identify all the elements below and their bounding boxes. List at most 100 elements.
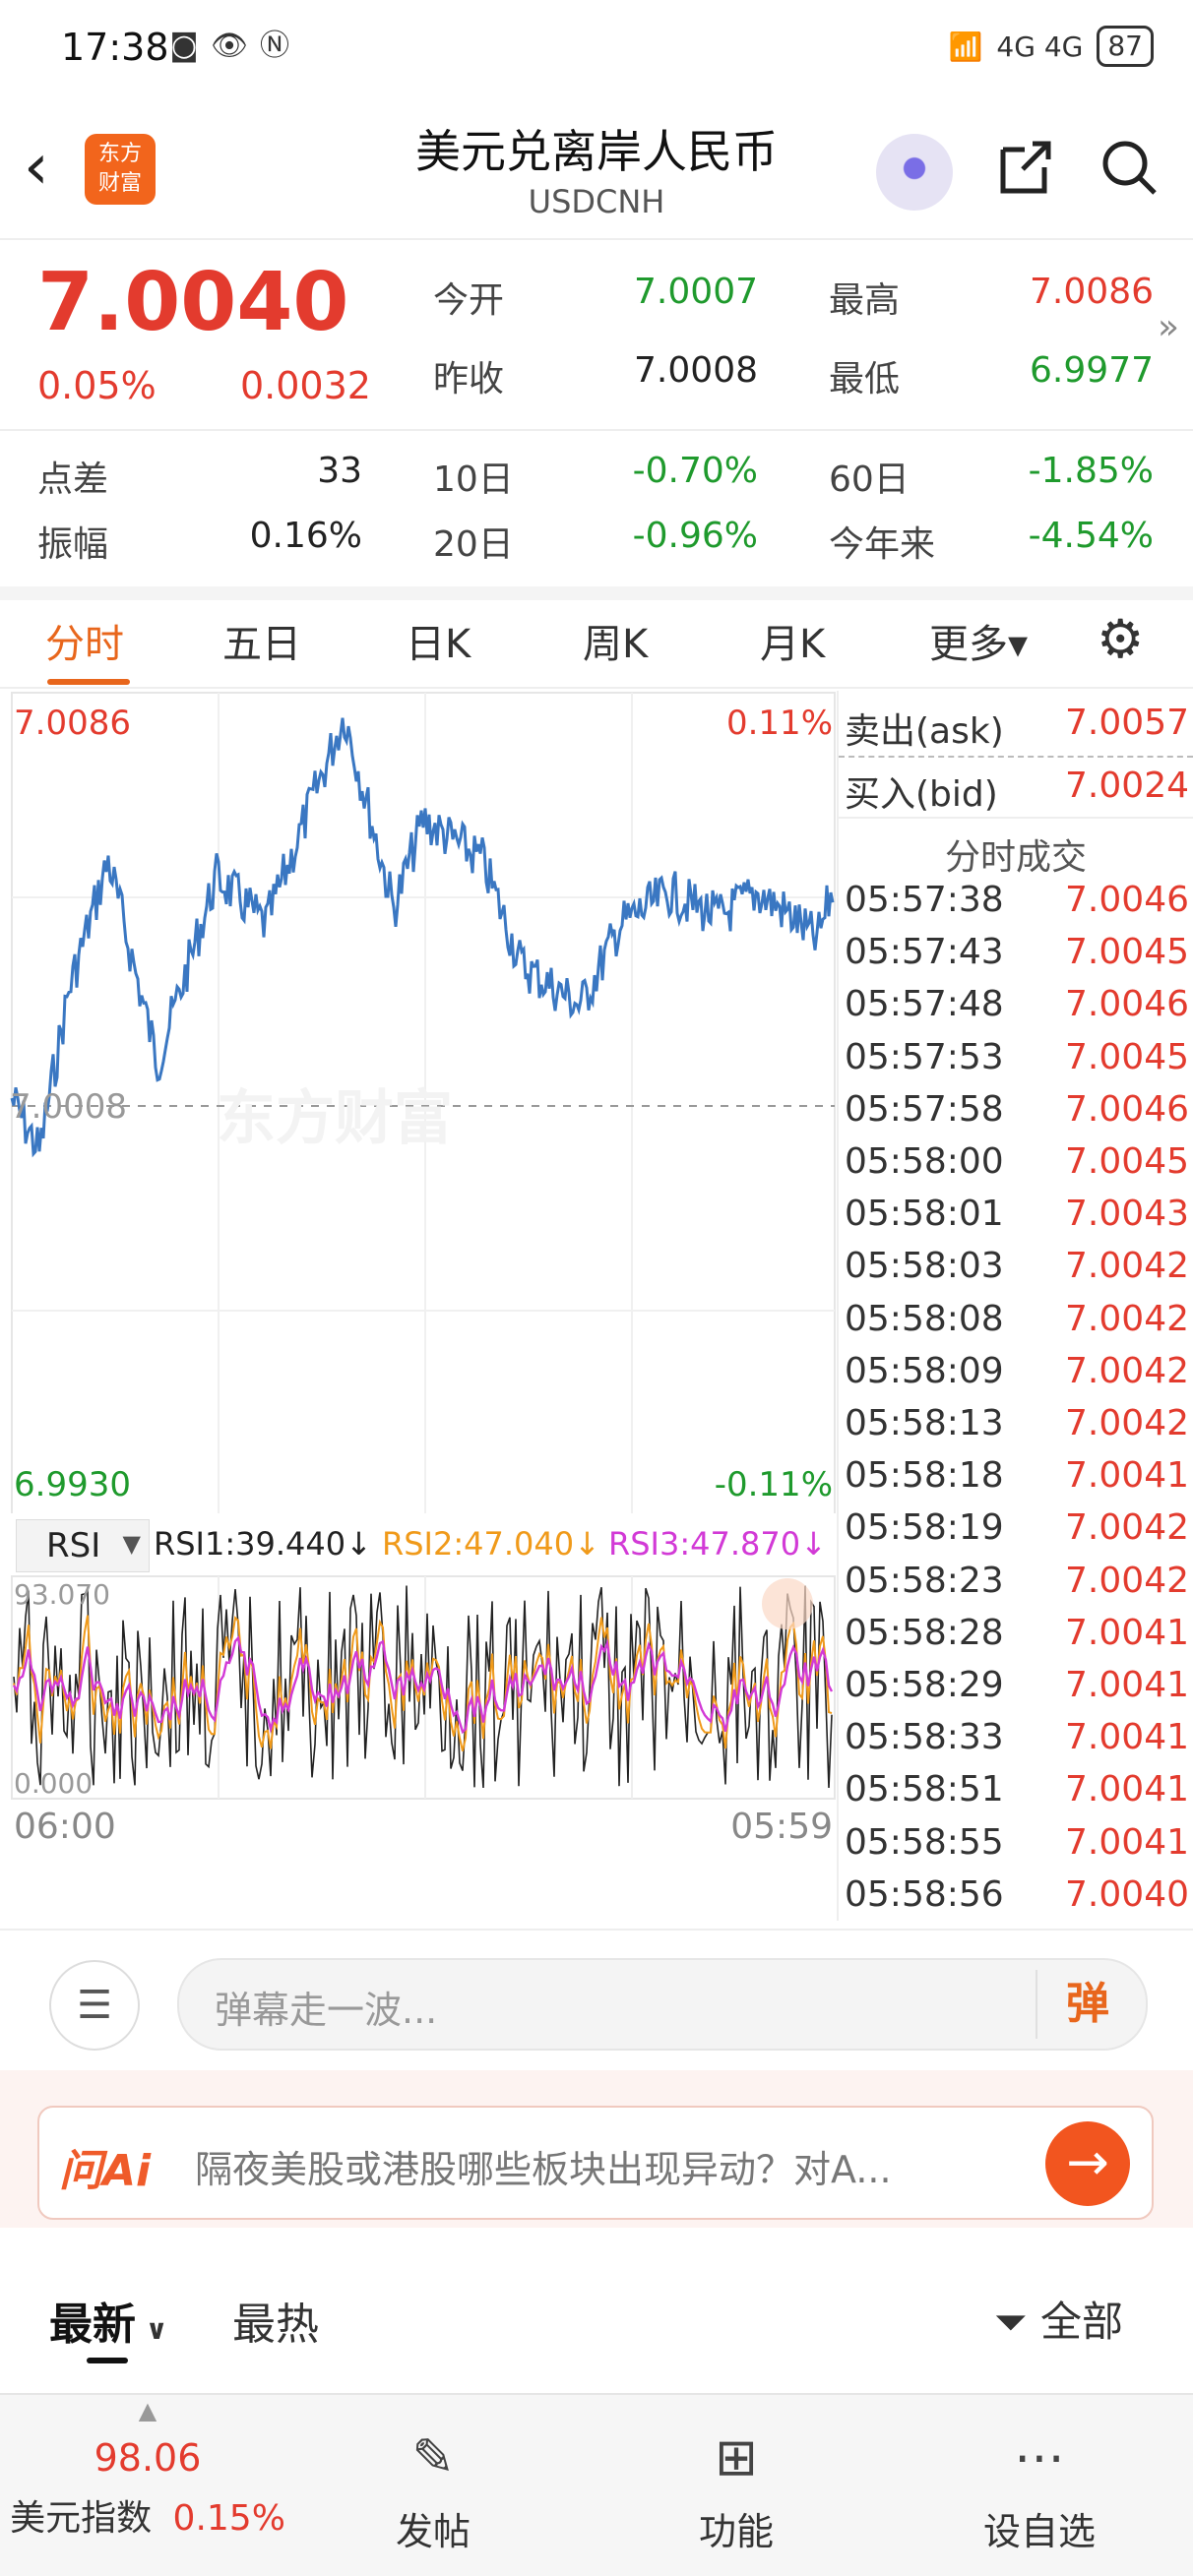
tab-latest[interactable]: 最新 ∨ [49, 2289, 167, 2352]
nav-watchlist[interactable]: ⋯ 设自选 [941, 2395, 1138, 2576]
trade-row: 05:58:19 7.0042 [845, 1507, 1189, 1560]
trade-row: 05:58:51 7.0041 [845, 1769, 1189, 1821]
change-percent: 0.05% [37, 364, 157, 407]
trade-price: 7.0043 [1065, 1194, 1189, 1235]
trade-row: 05:58:08 7.0042 [845, 1299, 1189, 1351]
index-name: 美元指数 [10, 2498, 153, 2539]
d10-value: -0.70% [632, 451, 758, 491]
app-logo[interactable]: 东方 财富 [85, 134, 156, 205]
prev-close-value: 7.0008 [634, 350, 758, 391]
chart-low-pct: -0.11% [715, 1465, 833, 1504]
rsi-panel: RSI ▼ RSI1:39.440↓ RSI2:47.040↓ RSI3:47.… [10, 1515, 837, 1860]
nav-watchlist-label: 设自选 [982, 2510, 1096, 2553]
ai-robot-avatar[interactable] [876, 134, 953, 211]
tab-latest-label: 最新 [49, 2300, 136, 2350]
settings-gear-icon[interactable]: ⚙ [1097, 608, 1145, 670]
search-icon[interactable] [1095, 136, 1163, 205]
rsi3-value: RSI3:47.870↓ [608, 1525, 827, 1563]
tab-five-day[interactable]: 五日 [222, 622, 301, 667]
index-value: 98.06 [94, 2436, 202, 2480]
danmu-send-button[interactable]: 弹 [1066, 1979, 1109, 2029]
ask-value: 7.0057 [1065, 703, 1189, 743]
chart-tabs: 分时 五日 日K 周K 月K 更多▾ ⚙ [0, 598, 1193, 689]
back-arrow-icon[interactable]: ‹ [24, 131, 49, 204]
chart-low-label: 6.9930 [14, 1465, 131, 1504]
trade-time: 05:58:55 [845, 1821, 1004, 1863]
intraday-chart[interactable]: 东方财富 7.0086 0.11% 7.0008 6.9930 -0.11% [10, 691, 837, 1518]
indicator-select[interactable]: RSI ▼ [16, 1519, 150, 1572]
orderbook-panel: 卖出(ask) 7.0057 买入(bid) 7.0024 分时成交 05:57… [839, 691, 1193, 1921]
trade-time: 05:57:58 [845, 1088, 1004, 1130]
grid-apps-icon: ⊞ [715, 2428, 758, 2487]
panel-divider [837, 691, 839, 1921]
danmu-input[interactable]: 弹幕走一波... 弹 [177, 1958, 1148, 2051]
tab-more[interactable]: 更多▾ [929, 622, 1029, 667]
rsi-svg: 93.070 0.000 [11, 1575, 836, 1800]
status-time: 17:38 [61, 26, 169, 69]
trade-price: 7.0046 [1065, 984, 1189, 1025]
filter-button[interactable]: ⏷ 全部 [994, 2289, 1123, 2349]
expand-chevron-icon[interactable]: » [1158, 307, 1180, 347]
ai-prompt-box[interactable]: 问Ai 隔夜美股或港股哪些板块出现异动？对A... → [37, 2106, 1154, 2220]
trade-price: 7.0045 [1065, 1036, 1189, 1077]
app-notification-icon: ◙ [169, 29, 199, 63]
trade-row: 05:58:56 7.0040 [845, 1874, 1189, 1927]
dropdown-caret-icon: ▼ [122, 1530, 141, 1558]
trade-row: 05:58:18 7.0041 [845, 1455, 1189, 1507]
trade-time: 05:57:43 [845, 932, 1004, 973]
ask-row: 卖出(ask) 7.0057 [845, 703, 1189, 755]
danmu-settings-icon[interactable]: ☰ [49, 1960, 140, 2051]
d10-label: 10日 [433, 460, 514, 500]
trade-price: 7.0042 [1065, 1298, 1189, 1339]
trade-price: 7.0041 [1065, 1717, 1189, 1758]
logo-text-top: 东方 [97, 142, 142, 166]
nav-functions[interactable]: ⊞ 功能 [638, 2395, 835, 2576]
expand-chart-icon[interactable] [762, 1578, 813, 1629]
high-label: 最高 [829, 280, 901, 321]
trade-time: 05:58:56 [845, 1873, 1004, 1915]
bid-row: 买入(bid) 7.0024 [845, 766, 1189, 818]
trade-time: 05:57:48 [845, 984, 1004, 1025]
low-value: 6.9977 [1030, 350, 1154, 391]
trade-time: 05:58:00 [845, 1141, 1004, 1182]
signal-icon: 4G 4G [996, 30, 1084, 63]
nav-dollar-index[interactable]: ▲ 98.06 美元指数 0.15% [0, 2395, 295, 2576]
trade-time: 05:58:29 [845, 1665, 1004, 1705]
ai-go-arrow-icon[interactable]: → [1045, 2121, 1130, 2206]
trade-price: 7.0042 [1065, 1560, 1189, 1601]
share-icon[interactable] [990, 136, 1059, 205]
status-bar: 17:38 ◙ 👁 Ⓝ 📶 4G 4G 87 [0, 0, 1193, 98]
nav-post[interactable]: ✎ 发帖 [335, 2395, 532, 2576]
high-value: 7.0086 [1030, 272, 1154, 312]
trade-time: 05:58:01 [845, 1194, 1004, 1235]
tab-hot[interactable]: 最热 [232, 2300, 319, 2350]
ask-bid-divider [839, 756, 1193, 758]
trade-row: 05:58:23 7.0042 [845, 1561, 1189, 1613]
trade-price: 7.0045 [1065, 932, 1189, 973]
tab-weekly-k[interactable]: 周K [583, 622, 649, 667]
trade-time: 05:58:03 [845, 1246, 1004, 1287]
more-dots-icon: ⋯ [1014, 2428, 1065, 2487]
tab-intraday[interactable]: 分时 [45, 622, 124, 667]
chart-high-pct: 0.11% [726, 704, 833, 743]
nav-post-label: 发帖 [395, 2510, 471, 2553]
ai-banner: 问Ai 隔夜美股或港股哪些板块出现异动？对A... → [0, 2070, 1193, 2228]
trade-row: 05:58:33 7.0041 [845, 1717, 1189, 1769]
trade-price: 7.0041 [1065, 1612, 1189, 1653]
trade-price: 7.0041 [1065, 1821, 1189, 1863]
trade-time: 05:58:33 [845, 1717, 1004, 1758]
rsi2-value: RSI2:47.040↓ [382, 1525, 600, 1563]
open-value: 7.0007 [634, 272, 758, 312]
tab-daily-k[interactable]: 日K [406, 622, 471, 667]
tab-monthly-k[interactable]: 月K [760, 622, 826, 667]
ai-prompt-text: 隔夜美股或港股哪些板块出现异动？对A... [195, 2148, 892, 2191]
low-label: 最低 [829, 359, 901, 399]
active-tab-underline [47, 679, 130, 685]
eye-icon: 👁 [211, 29, 249, 63]
filter-icon: ⏷ [994, 2298, 1028, 2346]
trade-price: 7.0042 [1065, 1403, 1189, 1443]
trade-time: 05:58:28 [845, 1612, 1004, 1653]
index-change: 0.15% [172, 2498, 285, 2539]
danmu-bar: ☰ 弹幕走一波... 弹 [0, 1929, 1193, 2068]
d20-value: -0.96% [632, 516, 758, 556]
